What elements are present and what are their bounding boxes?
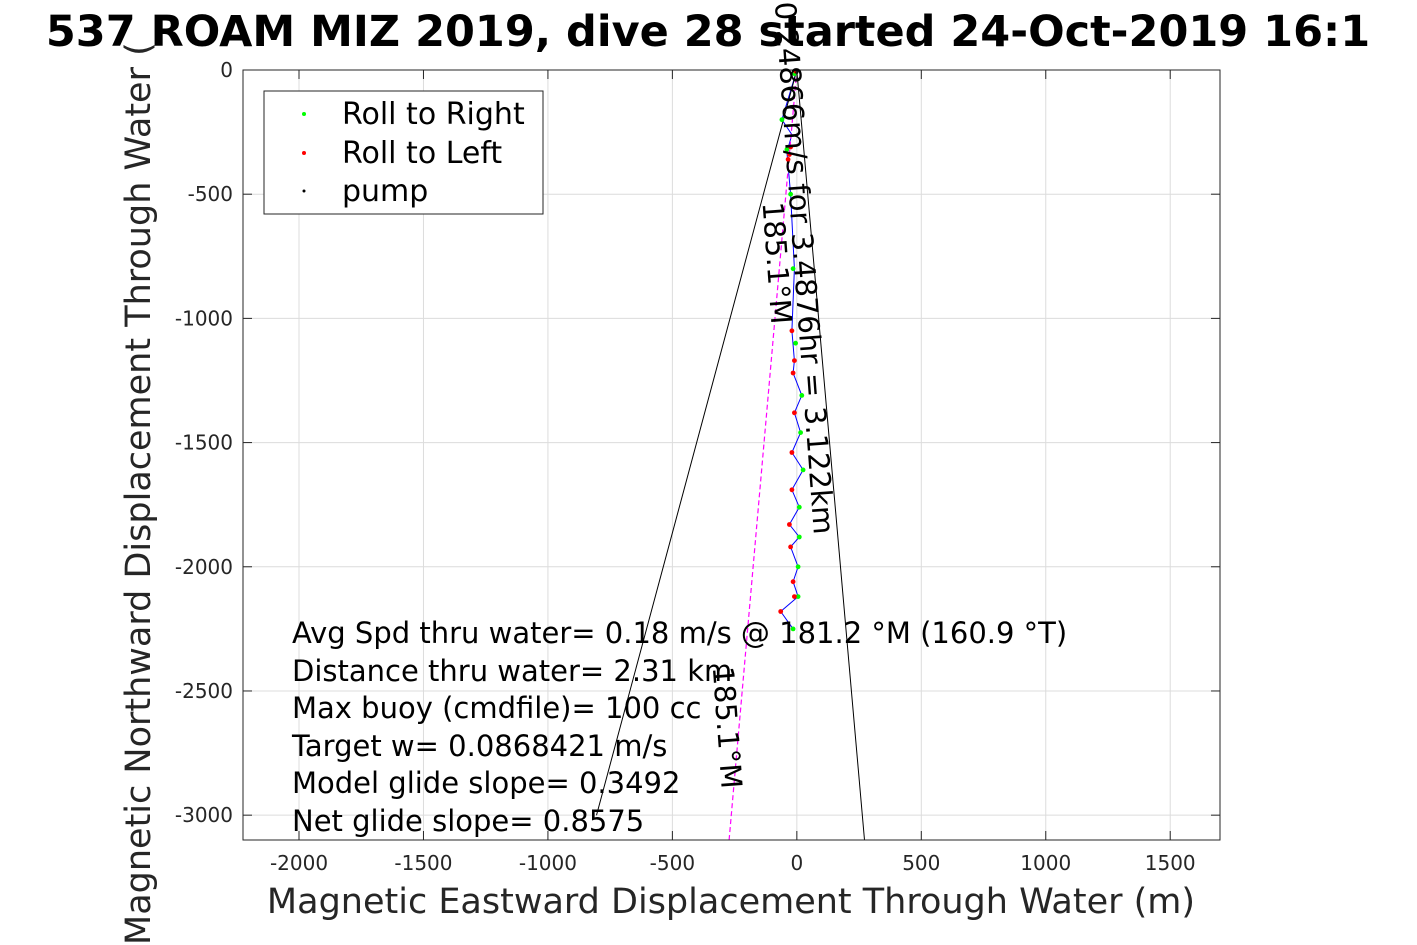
axes-box — [242, 69, 1221, 841]
x-tick-label-2: -1000 — [519, 851, 577, 875]
series-1-point-10 — [787, 522, 792, 527]
series-1-point-14 — [778, 609, 784, 614]
series-0-point-13 — [790, 626, 796, 632]
series-1-point-2 — [787, 152, 792, 157]
legend: Roll to Right Roll to Left pump — [263, 90, 544, 215]
x-tick-label-1: -1500 — [394, 851, 452, 875]
series-0-point-8 — [800, 467, 806, 473]
x-tick-label-0: -2000 — [270, 851, 328, 875]
ticks: -2000 -1500 -1000 -500 0 500 1000 1500 0 -500 -100… — [175, 58, 1220, 875]
series-dashed-line-4 — [728, 69, 798, 841]
series-1-point-6 — [790, 370, 796, 376]
x-tick-label-4: 0 — [790, 851, 803, 875]
legend-label-pump: pump — [342, 174, 428, 209]
y-tick-label-2: -1000 — [175, 306, 233, 330]
series-1-point-7 — [792, 410, 797, 416]
x-tick-label-7: 1500 — [1145, 851, 1196, 875]
y-tick-label-6: -3000 — [175, 803, 233, 827]
legend-box — [263, 90, 544, 215]
series-1-point-11 — [788, 544, 793, 550]
x-tick-label-5: 500 — [902, 851, 940, 875]
series-0-point-4 — [790, 266, 796, 272]
series-1-point-1 — [788, 144, 793, 150]
y-tick-label-3: -1500 — [175, 431, 233, 455]
series-0-point-10 — [796, 534, 802, 540]
legend-marker-roll-left — [302, 151, 306, 155]
x-axis-label: Magnetic Eastward Displacement Through W… — [267, 882, 1195, 922]
legend-label-roll-right: Roll to Right — [342, 97, 525, 132]
legend-marker-roll-right — [302, 112, 306, 116]
annotation-distance: Distance thru water= 2.31 km — [292, 654, 732, 688]
annotation-net-glide: Net glide slope= 0.8575 — [292, 804, 644, 838]
y-tick-label-1: -500 — [188, 182, 233, 206]
chart-title: 537 ROAM MIZ 2019, dive 28 started 24-Oc… — [46, 7, 1370, 57]
series-0-point-11 — [795, 564, 801, 570]
series-1-point-8 — [789, 450, 795, 455]
series-0-point-2 — [784, 147, 790, 152]
x-tick-label-3: -500 — [650, 851, 695, 875]
x-tick-label-6: 1000 — [1020, 851, 1071, 875]
y-tick-label-4: -2000 — [175, 555, 233, 579]
series-1-point-5 — [792, 358, 797, 363]
series-0-point-12 — [795, 594, 801, 599]
annotation-target-w: Target w= 0.0868421 m/s — [291, 729, 667, 763]
y-axis-label: Magnetic Northward Displacement Through … — [119, 42, 159, 945]
series-0-point-1 — [779, 117, 785, 123]
series-0-point-5 — [793, 340, 798, 346]
series-0-point-6 — [799, 393, 805, 398]
grid-lines — [243, 69, 1220, 840]
y-tick-label-0: 0 — [220, 58, 233, 82]
annotation-max-buoy: Max buoy (cmdfile)= 100 cc — [292, 691, 701, 725]
series-1-point-9 — [789, 487, 795, 493]
y-tick-label-5: -2500 — [175, 679, 233, 703]
series-1-point-13 — [792, 594, 797, 599]
series-line-3 — [780, 69, 804, 630]
series-1-point-12 — [790, 579, 796, 585]
annotation-model-glide: Model glide slope= 0.3492 — [292, 766, 680, 800]
series-1-point-3 — [785, 157, 791, 162]
series-0-point-7 — [798, 430, 803, 435]
series-1-point-4 — [789, 328, 795, 334]
series-0-point-9 — [796, 504, 802, 510]
series-0-point-3 — [788, 191, 793, 197]
annotation-block: Avg Spd thru water= 0.18 m/s @ 181.2 °M … — [291, 616, 1067, 838]
legend-marker-pump — [302, 189, 306, 193]
annotation-avg-speed: Avg Spd thru water= 0.18 m/s @ 181.2 °M … — [292, 616, 1067, 650]
legend-label-roll-left: Roll to Left — [342, 136, 502, 171]
